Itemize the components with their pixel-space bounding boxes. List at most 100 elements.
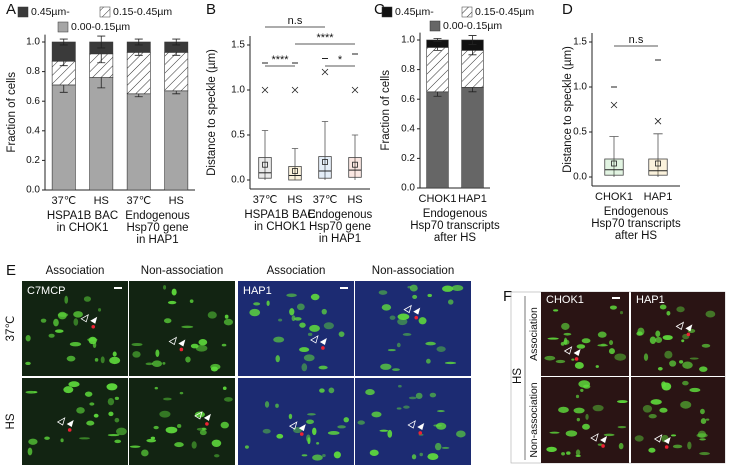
speckle <box>600 343 607 346</box>
speckle <box>145 362 154 366</box>
arrowhead-open <box>590 433 599 442</box>
speckle <box>301 454 308 457</box>
mean <box>655 160 661 167</box>
group-label: Endogenous <box>604 206 669 218</box>
speckle <box>86 420 95 426</box>
transcript-dot <box>67 428 72 432</box>
y-tick-label: 1.5 <box>573 37 587 48</box>
arrowhead <box>685 324 693 332</box>
speckle <box>68 381 80 388</box>
arrowhead-open <box>653 434 663 443</box>
speckle <box>131 342 143 347</box>
speckle <box>185 356 191 363</box>
arrowhead <box>573 348 581 356</box>
group-label: Hsp70 gene <box>126 222 188 234</box>
y-axis-label: Distance to speckle (µm) <box>206 49 218 176</box>
speckle <box>415 392 423 399</box>
speckle <box>253 302 261 306</box>
speckle <box>116 427 127 436</box>
transcript-dot <box>179 347 184 352</box>
speckle <box>307 332 313 337</box>
speckle <box>427 453 439 461</box>
speckle <box>114 439 122 444</box>
speckle <box>544 355 556 361</box>
arrowhead <box>298 424 306 432</box>
arrowhead <box>663 436 671 444</box>
x-tick-label: HAP1 <box>644 191 673 203</box>
group-label: Hsp70 gene <box>309 221 371 233</box>
bar-segment <box>51 84 76 191</box>
speckle <box>558 406 569 413</box>
y-tick-label: 0.2 <box>401 153 415 164</box>
speckle <box>262 428 271 434</box>
speckle <box>412 294 418 300</box>
speckle <box>28 438 38 445</box>
speckle <box>171 288 177 296</box>
speckle <box>152 360 163 367</box>
group-label: HSPA1B BAC <box>244 209 315 221</box>
legend-swatch <box>17 6 29 18</box>
whisker <box>261 130 269 180</box>
speckle <box>162 362 166 365</box>
speckle <box>547 337 559 340</box>
speckle <box>299 322 306 328</box>
mean <box>322 159 328 165</box>
speckle <box>27 447 33 456</box>
legend-label: 0.00-0.15µm <box>71 21 130 33</box>
speckle <box>338 331 345 337</box>
outlier <box>261 86 269 94</box>
speckle <box>60 438 64 443</box>
bar-segment <box>126 52 151 95</box>
speckle <box>294 317 302 321</box>
speckle <box>310 293 320 301</box>
speckle <box>397 313 410 320</box>
speckle <box>397 318 408 326</box>
speckle <box>603 433 615 437</box>
speckle <box>309 324 320 332</box>
y-tick-label: 0.5 <box>231 130 245 141</box>
whisker <box>653 133 663 177</box>
speckle <box>146 438 157 443</box>
arrowhead <box>178 339 186 347</box>
speckle <box>202 427 206 430</box>
speckle <box>389 315 396 320</box>
speckle <box>319 388 325 393</box>
y-axis-label: Fraction of cells <box>6 72 18 153</box>
speckle <box>109 356 121 365</box>
speckle <box>659 407 668 413</box>
speckle <box>328 387 335 394</box>
channel-label: CHOK1 <box>546 294 584 306</box>
mean <box>611 160 617 167</box>
legend-label: 0.15-0.45µm <box>113 6 172 18</box>
speckle <box>153 425 159 430</box>
outlier <box>291 86 299 94</box>
speckle <box>112 351 117 357</box>
speckle <box>141 449 149 457</box>
speckle <box>69 341 82 347</box>
speckle <box>167 300 177 305</box>
speckle <box>264 401 270 408</box>
speckle <box>307 413 316 416</box>
micrograph <box>129 281 235 376</box>
speckle <box>278 318 283 322</box>
speckle <box>451 284 464 291</box>
speckle <box>94 358 99 362</box>
x-tick-label: HS <box>94 195 109 207</box>
y-tick-label: 0.0 <box>573 172 587 183</box>
speckle <box>174 442 184 448</box>
speckle <box>73 318 79 326</box>
micrograph <box>238 281 354 376</box>
speckle <box>337 425 346 429</box>
speckle <box>155 349 160 358</box>
speckle <box>425 341 436 346</box>
legend-swatch <box>461 6 473 18</box>
x-tick-label: CHOK1 <box>419 193 457 205</box>
speckle <box>207 311 217 319</box>
speckle <box>381 304 392 311</box>
speckle <box>576 417 581 422</box>
speckle <box>25 390 37 394</box>
y-axis-label: Distance to speckle (µm) <box>562 46 574 173</box>
speckle <box>670 434 677 437</box>
y-tick-label: 0.2 <box>26 155 40 166</box>
arrowhead-open <box>563 346 573 355</box>
